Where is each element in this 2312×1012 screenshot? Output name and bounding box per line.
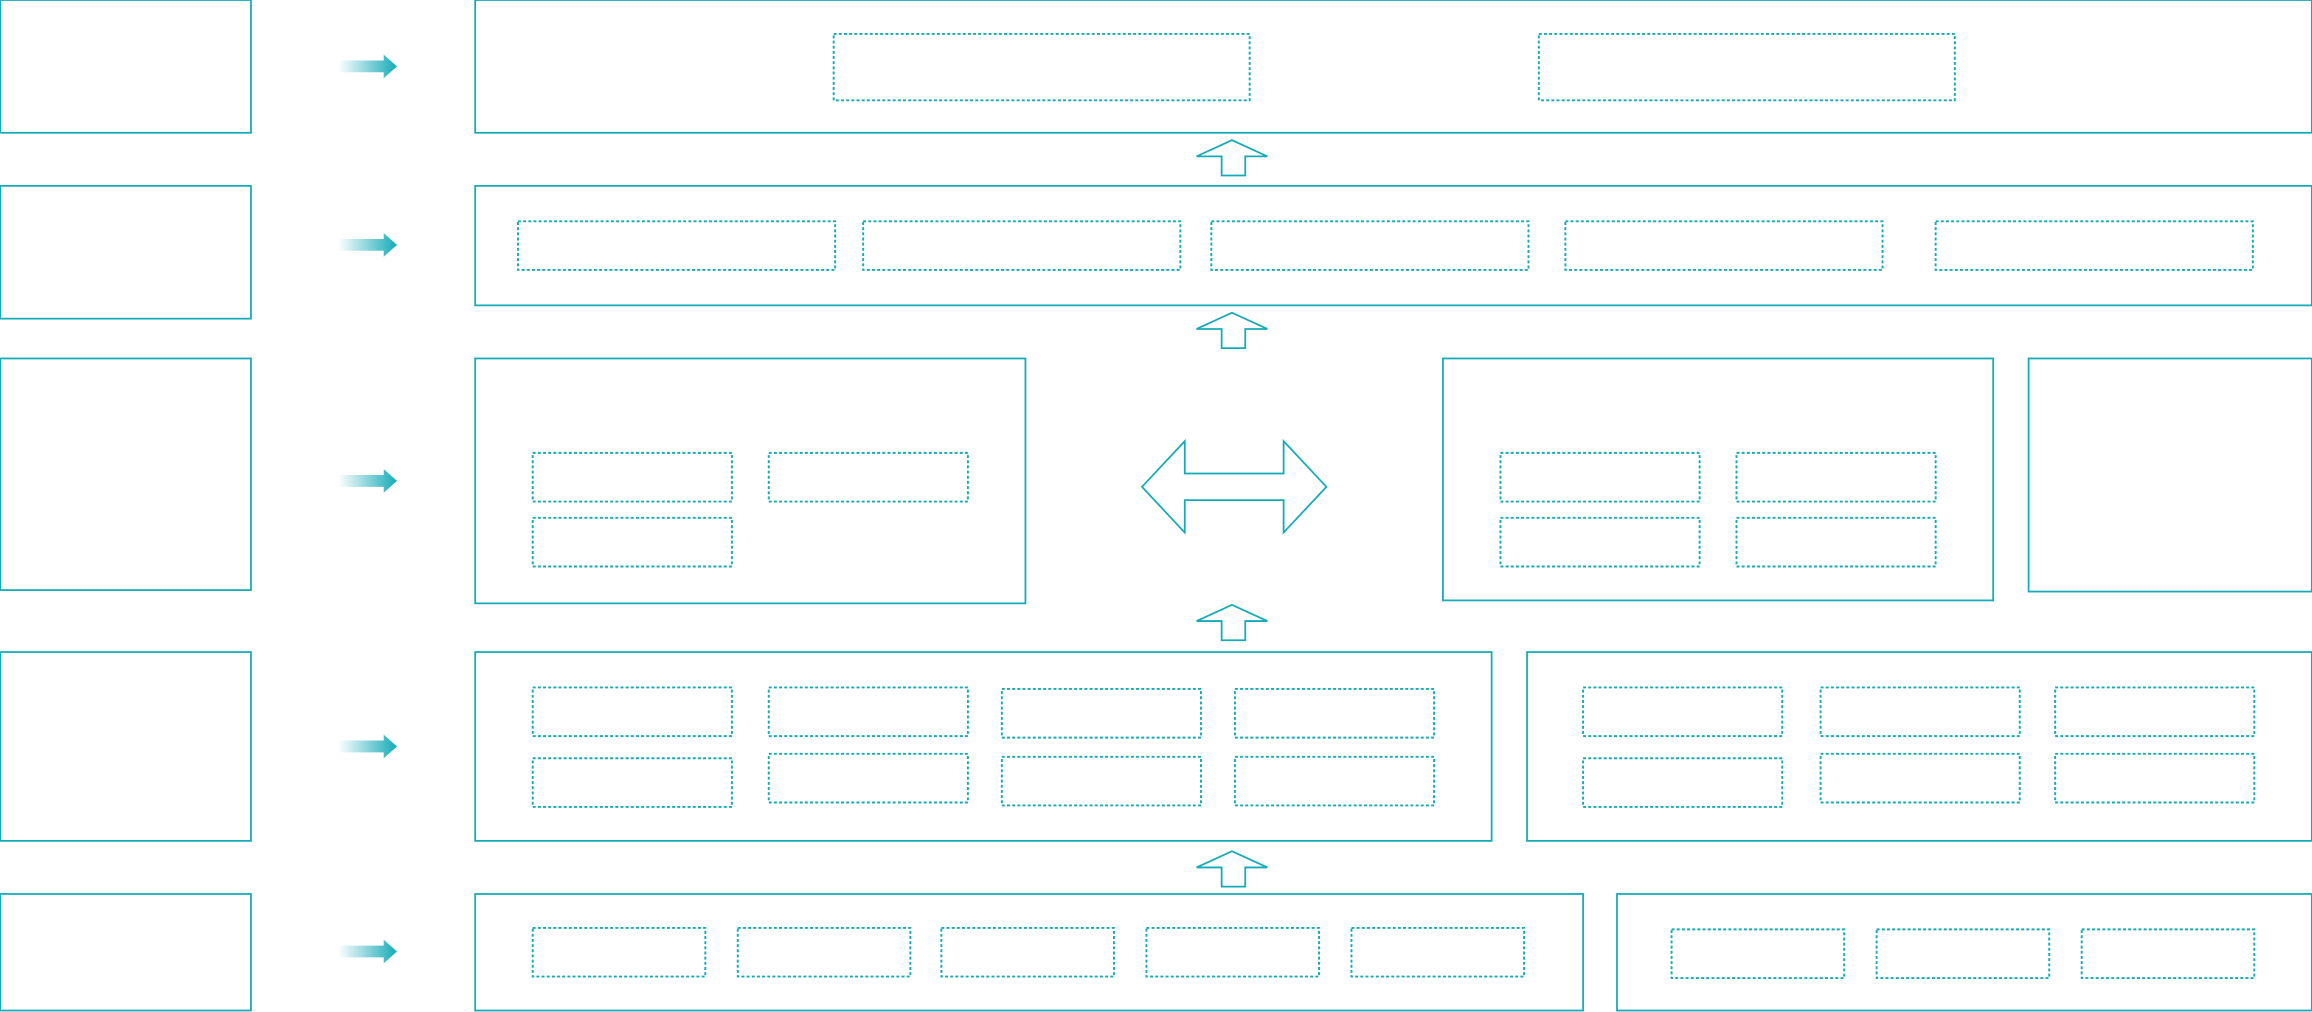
- layer-4-right-container: [1526, 651, 2312, 842]
- layer-4-module: [1582, 686, 1784, 738]
- layer-3-module: [1735, 451, 1937, 503]
- layer-3-side-container: [2027, 357, 2312, 593]
- layer-2-module: [862, 220, 1182, 271]
- layer-1-module: [1537, 32, 1956, 102]
- up-arrow-icon-3: [1196, 603, 1268, 642]
- layer-3-module: [767, 451, 969, 503]
- layer-5-module: [531, 926, 707, 978]
- layer-5-module: [1670, 928, 1846, 980]
- layer-label-box-3: [0, 357, 252, 591]
- layer-4-module: [1000, 687, 1202, 739]
- layer-3-module: [531, 451, 733, 503]
- layer-5-right-container: [1616, 893, 2312, 1012]
- right-arrow-icon-2: [337, 233, 397, 257]
- layer-label-box-2: [0, 184, 252, 320]
- layer-2-container: [474, 184, 2312, 307]
- layer-5-module: [1875, 928, 2051, 980]
- right-arrow-icon-4: [337, 734, 397, 759]
- layer-4-module: [767, 686, 969, 738]
- layer-4-module: [1233, 687, 1436, 739]
- layer-4-module: [531, 686, 733, 738]
- layer-3-left-container: [474, 357, 1027, 605]
- layer-4-module: [1582, 757, 1784, 808]
- right-arrow-icon-1: [337, 54, 397, 79]
- layer-4-module: [767, 752, 969, 804]
- layer-3-right-container: [1442, 357, 1995, 602]
- layer-4-module: [2054, 752, 2256, 804]
- layer-4-left-container: [474, 651, 1493, 842]
- layer-1-module: [832, 32, 1251, 102]
- layer-5-module: [2080, 928, 2256, 980]
- layer-5-module: [1350, 926, 1526, 978]
- layer-3-module: [531, 516, 733, 568]
- layer-label-box-4: [0, 651, 252, 842]
- layer-4-module: [1000, 755, 1202, 807]
- layer-5-module: [736, 926, 912, 978]
- layer-label-box-1: [0, 0, 252, 134]
- layer-4-module: [1819, 752, 2021, 804]
- layer-5-module: [1145, 926, 1320, 978]
- layer-label-box-5: [0, 893, 252, 1012]
- layer-2-module: [1934, 220, 2254, 271]
- layer-4-module: [2054, 686, 2256, 738]
- bidirectional-arrow-icon: [1140, 438, 1328, 535]
- layer-5-left-container: [474, 893, 1584, 1012]
- layer-1-container: [474, 0, 2312, 134]
- layer-3-module: [1499, 451, 1701, 503]
- layer-4-module: [1233, 755, 1436, 807]
- up-arrow-icon-2: [1196, 311, 1268, 350]
- layer-2-module: [1210, 220, 1530, 271]
- layer-4-module: [1819, 686, 2021, 738]
- layer-3-module: [1499, 516, 1701, 568]
- right-arrow-icon-3: [337, 469, 397, 493]
- layer-2-module: [1564, 220, 1884, 271]
- layer-4-module: [531, 757, 733, 808]
- up-arrow-icon-4: [1196, 850, 1268, 888]
- layer-3-module: [1735, 516, 1937, 568]
- layer-2-module: [517, 220, 837, 271]
- right-arrow-icon-5: [337, 939, 397, 964]
- up-arrow-icon-1: [1196, 139, 1268, 177]
- layer-5-module: [940, 926, 1115, 978]
